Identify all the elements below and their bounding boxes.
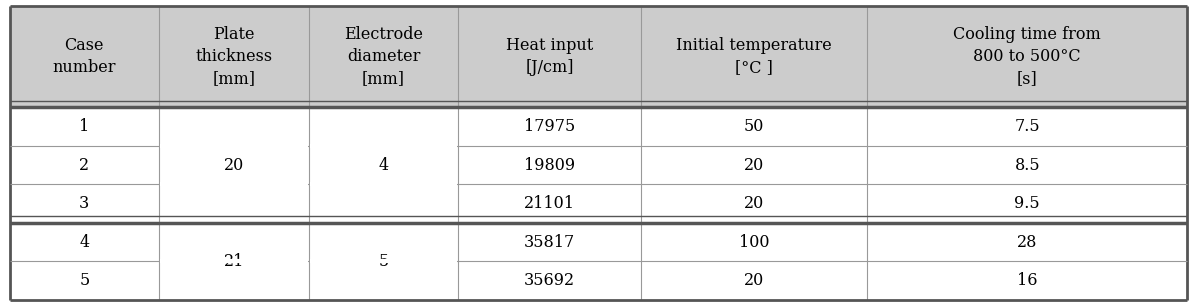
Text: 19809: 19809 (524, 157, 576, 174)
Text: 16: 16 (1017, 272, 1038, 289)
Text: 28: 28 (1017, 234, 1038, 251)
Text: Plate
thickness
[mm]: Plate thickness [mm] (195, 26, 273, 88)
Text: 3: 3 (79, 195, 90, 212)
Text: 17975: 17975 (524, 118, 576, 135)
Text: 50: 50 (743, 118, 764, 135)
Text: Case
number: Case number (53, 37, 116, 76)
Text: 35817: 35817 (524, 234, 576, 251)
Text: 4: 4 (79, 234, 90, 251)
Bar (10, 107, 1187, 146)
Bar (10, 261, 1187, 300)
Text: 100: 100 (739, 234, 770, 251)
Bar (10, 185, 1187, 223)
Text: 20: 20 (743, 272, 764, 289)
Bar (10, 146, 1187, 185)
Text: 5: 5 (378, 253, 389, 270)
Text: 20: 20 (743, 157, 764, 174)
Text: Cooling time from
800 to 500°C
[s]: Cooling time from 800 to 500°C [s] (953, 26, 1101, 88)
Text: 7.5: 7.5 (1014, 118, 1040, 135)
Text: 2: 2 (79, 157, 90, 174)
Text: 21: 21 (224, 253, 244, 270)
Text: 35692: 35692 (524, 272, 576, 289)
Text: 5: 5 (79, 272, 90, 289)
Bar (10, 223, 1187, 261)
Text: 4: 4 (378, 157, 389, 174)
Text: Heat input
[J/cm]: Heat input [J/cm] (506, 37, 594, 76)
Text: Electrode
diameter
[mm]: Electrode diameter [mm] (344, 26, 423, 88)
Text: 20: 20 (743, 195, 764, 212)
Bar (10, 6, 1187, 107)
Text: 9.5: 9.5 (1014, 195, 1040, 212)
Text: 8.5: 8.5 (1014, 157, 1040, 174)
Text: Initial temperature
[°C ]: Initial temperature [°C ] (676, 37, 832, 76)
Text: 20: 20 (224, 157, 244, 174)
Text: 1: 1 (79, 118, 90, 135)
Text: 21101: 21101 (524, 195, 575, 212)
